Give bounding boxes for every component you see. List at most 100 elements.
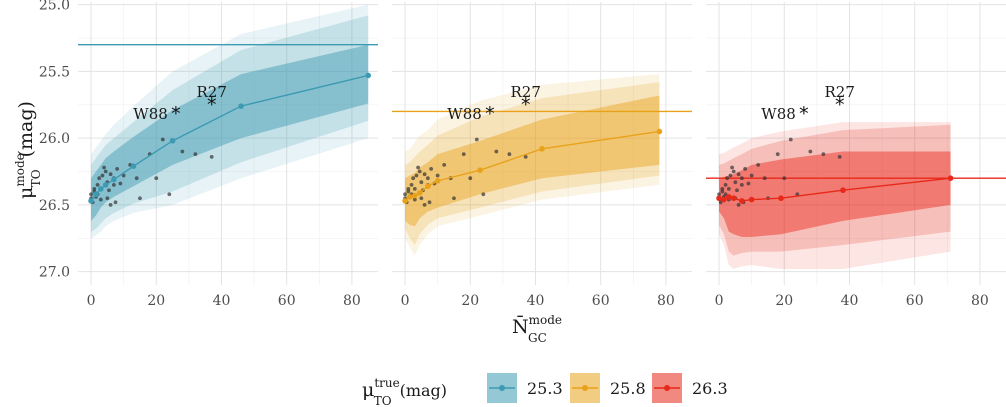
galaxy-point [111, 182, 116, 187]
galaxy-point [723, 192, 728, 197]
annotation-label-W88: W88 [761, 105, 796, 123]
y-tick-label: 27.0 [39, 265, 70, 281]
x-axis-sub: GC [528, 331, 547, 345]
galaxy-point [180, 149, 185, 154]
legend-title: μtrue TO (mag) [362, 376, 447, 407]
galaxy-point [821, 152, 826, 157]
legend: μtrue TO (mag) 25.3 25.8 26.3 [362, 373, 728, 407]
galaxy-point [474, 137, 479, 142]
y-tick-label: 26.5 [39, 198, 70, 214]
galaxy-point [406, 186, 411, 191]
x-tick-label: 40 [841, 293, 859, 309]
galaxy-point [97, 176, 102, 181]
median-point-25.3 [238, 103, 244, 109]
median-point-25.8 [412, 192, 418, 199]
galaxy-point [417, 169, 422, 174]
galaxy-point [118, 181, 123, 186]
band-middle-25.8 [405, 82, 660, 245]
galaxy-point [102, 165, 106, 170]
galaxy-point [725, 176, 730, 181]
x-tick-label: 60 [592, 293, 610, 309]
galaxy-point [422, 172, 427, 177]
legend-title-symbol: μ [362, 379, 374, 401]
galaxy-point [412, 186, 417, 191]
galaxy-point [736, 203, 741, 207]
galaxy-point [121, 173, 126, 178]
galaxy-point [113, 200, 118, 205]
annotation-label-R27: R27 [511, 83, 541, 101]
legend-dot [582, 385, 588, 391]
median-point-25.3 [98, 186, 104, 192]
x-axis-symbol: N̄ [512, 315, 529, 338]
legend-title-unit: (mag) [400, 381, 447, 400]
galaxy-point [739, 182, 744, 187]
galaxy-point [411, 176, 416, 181]
galaxy-point [435, 173, 440, 178]
galaxy-point [416, 165, 420, 170]
galaxy-point [92, 186, 97, 191]
band-middle-25.3 [91, 15, 369, 232]
galaxy-point [746, 181, 751, 186]
galaxy-point [100, 173, 105, 178]
galaxy-point [107, 188, 111, 193]
x-tick-label: 0 [715, 293, 724, 309]
galaxy-point [422, 203, 427, 207]
median-point-26.3 [726, 194, 732, 200]
galaxy-point [481, 192, 486, 197]
x-tick-label: 80 [971, 293, 989, 309]
legend-key-25.8: 25.8 [570, 373, 646, 403]
galaxy-point [795, 192, 800, 197]
galaxy-point [209, 154, 214, 159]
median-point-25.8 [539, 146, 545, 152]
median-point-26.3 [778, 195, 784, 202]
galaxy-point [743, 166, 748, 171]
median-point-25.3 [365, 72, 372, 79]
annotation-star-W88: * [171, 103, 181, 125]
annotation-label-W88: W88 [133, 105, 168, 123]
median-point-26.3 [721, 196, 727, 203]
median-point-25.3 [111, 176, 117, 183]
annotation-label-R27: R27 [197, 83, 227, 101]
panel-25.3: *W88 *R27 [78, 2, 378, 285]
band-outer-25.8 [405, 74, 660, 256]
y-tick-label: 25.0 [39, 0, 70, 14]
band-middle-26.3 [719, 124, 951, 256]
galaxy-point [412, 197, 417, 202]
x-tick-label: 20 [461, 293, 479, 309]
galaxy-point [837, 154, 842, 159]
legend-keys: 25.3 25.8 26.3 [487, 373, 728, 403]
x-axis-title: N̄mode GC [512, 313, 562, 345]
galaxy-point [134, 176, 139, 181]
x-tick-label: 60 [278, 293, 296, 309]
galaxy-point [494, 149, 499, 154]
x-tick-label: 40 [527, 293, 545, 309]
y-axis-unit: (mag) [15, 101, 37, 157]
legend-label: 25.8 [610, 379, 646, 398]
x-axis-ticks: 0 20 40 60 80 0 20 40 60 80 0 20 40 60 80 [87, 293, 989, 309]
galaxy-point [726, 186, 731, 191]
galaxy-point [775, 152, 780, 157]
band-inner-25.8 [405, 95, 660, 227]
annotation-star-W88: * [485, 103, 495, 125]
galaxy-point [733, 180, 738, 185]
legend-key-26.3: 26.3 [652, 373, 728, 403]
galaxy-point [89, 192, 93, 197]
galaxy-point [138, 196, 142, 201]
galaxy-point [409, 182, 414, 187]
galaxy-point [403, 192, 407, 197]
annotation-label-W88: W88 [447, 105, 482, 123]
galaxy-point [735, 188, 739, 193]
annotation-star-R27: * [835, 94, 845, 116]
legend-key-25.3: 25.3 [487, 373, 563, 403]
y-tick-label: 25.5 [39, 64, 70, 80]
galaxy-point [749, 173, 754, 178]
panel-26.3: *W88 *R27 [706, 2, 1006, 285]
median-point-25.3 [169, 138, 176, 144]
median-point-25.3 [130, 163, 137, 169]
galaxy-point [736, 172, 741, 177]
galaxy-point [808, 149, 813, 154]
y-tick-label: 26.0 [39, 131, 70, 147]
legend-title-sub: TO [374, 394, 392, 407]
median-point-25.3 [88, 198, 94, 204]
